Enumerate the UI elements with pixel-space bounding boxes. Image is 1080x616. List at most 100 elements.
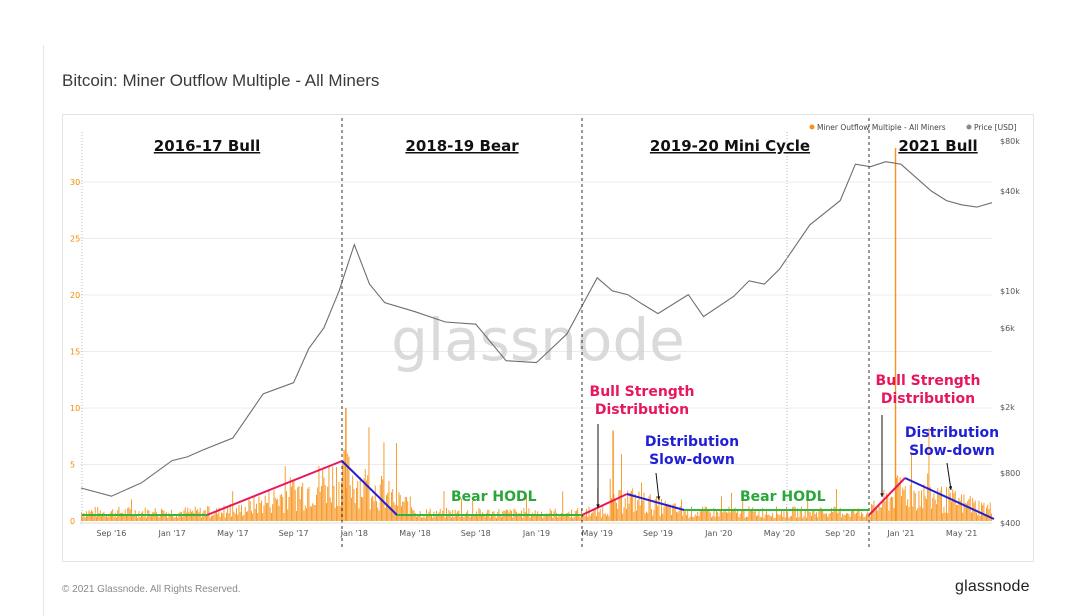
outflow-bar bbox=[247, 510, 249, 521]
outflow-bar bbox=[958, 497, 960, 521]
outflow-bar bbox=[556, 512, 557, 521]
outflow-bar bbox=[879, 507, 881, 521]
outflow-bar bbox=[557, 517, 559, 521]
outflow-bar bbox=[913, 490, 915, 521]
annotation-bear-hodl-1: Bear HODL bbox=[451, 489, 537, 505]
outflow-bar bbox=[202, 512, 204, 521]
outflow-bar bbox=[278, 505, 280, 521]
outflow-bar bbox=[369, 509, 371, 521]
outflow-bar bbox=[193, 512, 195, 521]
outflow-bar bbox=[186, 512, 187, 521]
legend-label: Price [USD] bbox=[974, 123, 1017, 132]
outflow-bar bbox=[541, 511, 542, 521]
outflow-bar bbox=[249, 501, 251, 521]
outflow-bar bbox=[964, 502, 966, 521]
outflow-bar bbox=[361, 496, 362, 521]
outflow-bar bbox=[811, 515, 812, 521]
outflow-bar bbox=[706, 506, 707, 521]
outflow-bar bbox=[917, 508, 919, 521]
outflow-bar bbox=[919, 506, 921, 521]
outflow-bar bbox=[702, 506, 704, 521]
outflow-bar bbox=[617, 509, 619, 521]
outflow-bar bbox=[721, 496, 722, 521]
legend: Miner Outflow Multiple - All Miners Price… bbox=[809, 123, 1017, 132]
x-tick-label: Sep '16 bbox=[96, 529, 126, 538]
outflow-bar bbox=[359, 476, 361, 521]
outflow-bar bbox=[352, 475, 354, 521]
annotation-slowdown-1-line: Slow-down bbox=[649, 452, 735, 468]
outflow-bar bbox=[531, 515, 532, 521]
outflow-bar bbox=[258, 496, 260, 521]
outflow-bar bbox=[292, 480, 294, 521]
outflow-bar bbox=[444, 517, 446, 521]
outflow-bar bbox=[402, 501, 404, 521]
outflow-bar bbox=[82, 516, 84, 521]
outflow-bar bbox=[909, 485, 911, 521]
outflow-bar bbox=[254, 508, 256, 521]
outflow-bar bbox=[598, 512, 600, 521]
outflow-bar bbox=[984, 514, 986, 521]
outflow-bar bbox=[238, 504, 240, 521]
outflow-bar bbox=[126, 514, 127, 521]
outflow-bar bbox=[168, 512, 170, 521]
outflow-bar bbox=[331, 502, 332, 521]
outflow-bar bbox=[899, 477, 901, 521]
outflow-bar bbox=[957, 504, 959, 521]
outflow-bar bbox=[796, 517, 797, 521]
outflow-bar bbox=[437, 514, 439, 521]
outflow-bar bbox=[938, 494, 940, 521]
outflow-bar bbox=[177, 517, 179, 521]
x-tick-label: May '17 bbox=[217, 529, 248, 538]
outflow-bar bbox=[512, 517, 514, 521]
outflow-bar bbox=[682, 515, 684, 521]
outflow-bar bbox=[697, 511, 699, 521]
outflow-bar bbox=[726, 512, 727, 521]
annotation-bull-strength-2-line: Bull Strength bbox=[876, 373, 981, 389]
outflow-bar bbox=[569, 517, 571, 521]
outflow-bar bbox=[304, 505, 306, 521]
outflow-bar bbox=[274, 497, 276, 521]
outflow-bar bbox=[781, 510, 782, 521]
outflow-bar bbox=[856, 512, 857, 521]
outflow-bar bbox=[248, 499, 250, 521]
outflow-bar bbox=[829, 513, 831, 521]
outflow-bar bbox=[959, 500, 961, 521]
outflow-bar bbox=[123, 515, 125, 521]
outflow-bar bbox=[832, 512, 834, 521]
legend-label: Miner Outflow Multiple - All Miners bbox=[817, 123, 946, 132]
outflow-bar bbox=[269, 507, 271, 521]
outflow-bar bbox=[763, 517, 765, 521]
outflow-bar bbox=[738, 517, 740, 521]
outflow-bar bbox=[264, 495, 266, 521]
outflow-bar bbox=[293, 479, 295, 521]
outflow-bar bbox=[181, 511, 182, 521]
outflow-bar bbox=[714, 516, 716, 521]
outflow-bar bbox=[212, 515, 214, 521]
outflow-bar bbox=[674, 503, 676, 521]
outflow-bar bbox=[457, 511, 459, 521]
outflow-bar bbox=[306, 508, 307, 521]
outflow-bar bbox=[981, 502, 982, 521]
outflow-bar bbox=[273, 490, 275, 521]
outflow-bar bbox=[301, 486, 302, 521]
outflow-bar bbox=[662, 513, 664, 521]
outflow-bar bbox=[704, 506, 706, 521]
outflow-bar bbox=[613, 494, 615, 521]
outflow-bar bbox=[654, 498, 656, 521]
outflow-bar bbox=[237, 514, 239, 521]
outflow-bar bbox=[971, 512, 972, 521]
outflow-bar bbox=[337, 505, 339, 521]
outflow-bar bbox=[244, 506, 246, 521]
outflow-bar bbox=[593, 509, 595, 521]
outflow-bar bbox=[838, 510, 840, 521]
outflow-bar bbox=[157, 514, 159, 521]
outflow-bar bbox=[491, 515, 492, 521]
outflow-bar bbox=[707, 509, 709, 521]
annotation-bear-hodl-2: Bear HODL bbox=[740, 489, 826, 505]
outflow-bar bbox=[132, 514, 134, 521]
outflow-bar bbox=[451, 517, 452, 521]
outflow-bar bbox=[746, 516, 747, 521]
outflow-bar bbox=[358, 508, 360, 521]
outflow-bar bbox=[629, 492, 631, 521]
outflow-bar bbox=[773, 518, 775, 521]
